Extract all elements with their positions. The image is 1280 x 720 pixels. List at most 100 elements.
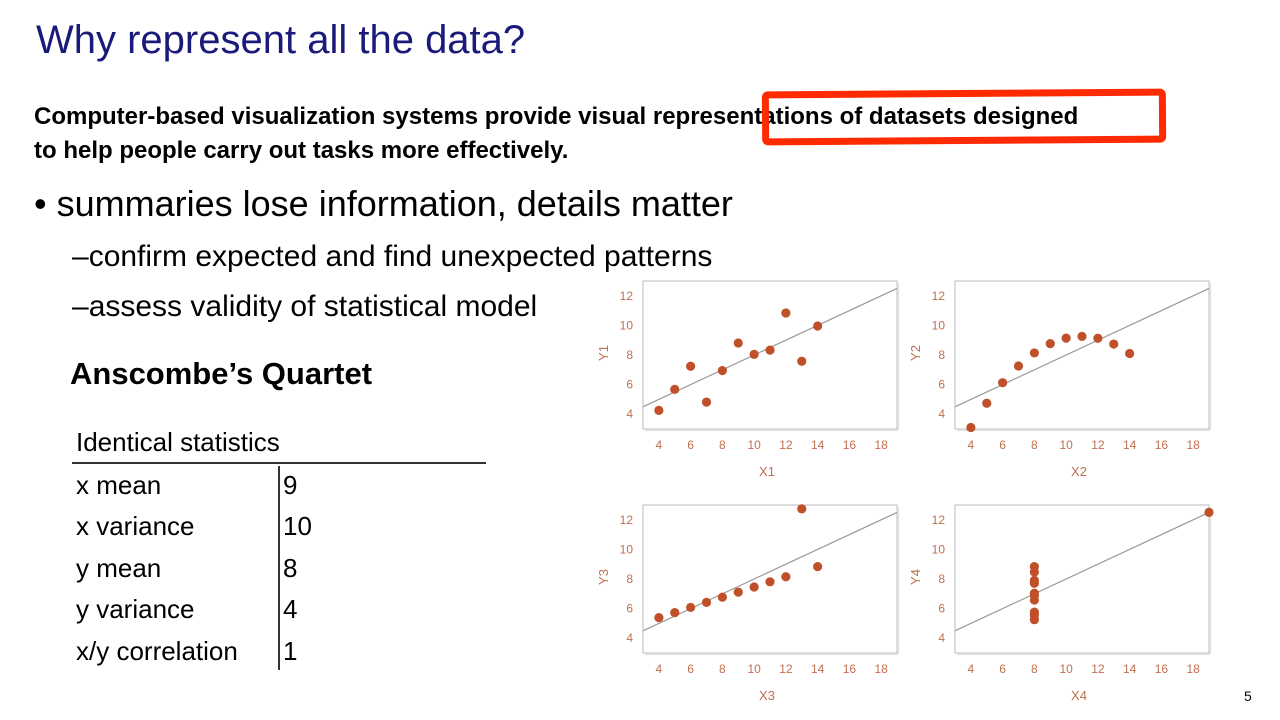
- y-tick-label: 8: [626, 348, 633, 362]
- data-point: [654, 613, 664, 623]
- y-tick-label: 4: [938, 407, 945, 421]
- y-tick-label: 12: [932, 513, 946, 527]
- data-point: [1029, 567, 1039, 577]
- x-tick-label: 8: [1031, 662, 1038, 676]
- slide-description: Computer-based visualization systems pro…: [34, 100, 1078, 168]
- y-tick-label: 8: [938, 572, 945, 586]
- x-tick-label: 4: [656, 662, 663, 676]
- data-point: [1093, 333, 1103, 343]
- data-point: [765, 577, 775, 587]
- data-point: [1125, 348, 1135, 359]
- x-tick-label: 16: [843, 662, 857, 676]
- page-number: 5: [1244, 688, 1252, 704]
- x-tick-label: 12: [779, 662, 793, 676]
- sub-bullet-text: assess validity of statistical model: [88, 290, 538, 323]
- scatter-panel-1: 4 6 8 10 12 14 16 18 4 6 8 10 12 X1 Y1: [596, 280, 899, 479]
- data-point: [781, 308, 791, 318]
- x-tick-label: 10: [1059, 438, 1073, 452]
- description-line-2: to help people carry out tasks more effe…: [34, 137, 569, 164]
- stat-value-y-mean: 8: [283, 553, 298, 583]
- stats-column-divider: [278, 466, 280, 670]
- bullet-dot: •: [34, 183, 47, 224]
- y-tick-label: 12: [620, 289, 634, 303]
- y-tick-label: 6: [626, 378, 633, 392]
- data-point: [797, 356, 807, 366]
- y-tick-label: 6: [938, 378, 945, 392]
- x-tick-label: 12: [1091, 662, 1105, 676]
- y-tick-label: 4: [938, 631, 945, 645]
- data-point: [1029, 590, 1039, 601]
- x-tick-label: 4: [656, 438, 663, 452]
- data-point: [1029, 348, 1039, 358]
- stats-header-rule: [72, 462, 486, 464]
- data-point: [797, 504, 807, 514]
- plot-frame: [954, 280, 1210, 430]
- x-tick-label: 8: [719, 662, 726, 676]
- y-tick-label: 4: [626, 407, 633, 421]
- x-tick-label: 10: [747, 662, 761, 676]
- data-point: [701, 397, 712, 407]
- x-tick-label: 4: [968, 438, 975, 452]
- y-tick-label: 10: [620, 318, 634, 332]
- y-axis-label: Y4: [908, 569, 923, 585]
- x-tick-label: 18: [1186, 662, 1200, 676]
- x-tick-label: 14: [811, 662, 825, 676]
- regression-line: [954, 511, 1210, 632]
- data-point: [1013, 361, 1024, 371]
- scatter-panel-2: 4 6 8 10 12 14 16 18 4 6 8 10 12 X2 Y2: [908, 280, 1211, 479]
- stat-value-y-variance: 4: [283, 594, 298, 624]
- stat-label-x-variance: x variance: [76, 511, 195, 541]
- x-tick-label: 12: [1091, 438, 1105, 452]
- data-point: [717, 365, 727, 376]
- data-point: [733, 338, 743, 348]
- y-tick-label: 10: [620, 542, 634, 556]
- data-point: [1061, 333, 1071, 343]
- y-tick-label: 10: [932, 318, 946, 332]
- y-axis-label: Y2: [908, 345, 923, 361]
- bullet-text: summaries lose information, details matt…: [56, 183, 733, 224]
- x-axis-label: X3: [759, 688, 775, 703]
- sub-bullet-validity: –assess validity of statistical model: [72, 290, 537, 324]
- sub-bullet-dash: –: [72, 290, 89, 323]
- data-point: [686, 361, 696, 371]
- x-tick-label: 16: [1155, 662, 1169, 676]
- x-tick-label: 16: [1155, 438, 1169, 452]
- data-point: [686, 602, 696, 613]
- stat-label-y-mean: y mean: [76, 553, 162, 583]
- stat-label-y-variance: y variance: [76, 594, 195, 624]
- bullet-summaries: • summaries lose information, details ma…: [34, 183, 733, 225]
- quartet-title: Anscombe’s Quartet: [70, 356, 373, 391]
- data-point: [1109, 339, 1119, 349]
- scatter-panel-3: 4 6 8 10 12 14 16 18 4 6 8 10 12 X3 Y3: [596, 504, 899, 703]
- x-tick-label: 14: [1123, 438, 1137, 452]
- stat-value-xy-correlation: 1: [283, 636, 298, 666]
- stat-value-x-mean: 9: [283, 470, 298, 500]
- y-tick-label: 10: [932, 542, 946, 556]
- stat-label-xy-correlation: x/y correlation: [76, 636, 238, 666]
- x-tick-label: 10: [747, 438, 761, 452]
- regression-line: [954, 287, 1210, 408]
- x-tick-label: 4: [968, 662, 975, 676]
- x-tick-label: 18: [874, 438, 888, 452]
- data-point: [813, 321, 823, 331]
- data-point: [1029, 610, 1039, 620]
- data-point: [982, 398, 992, 408]
- x-axis-label: X1: [759, 464, 775, 479]
- stats-header: Identical statistics: [76, 427, 280, 457]
- x-axis-label: X4: [1071, 688, 1087, 703]
- data-point: [749, 349, 759, 360]
- data-point: [717, 592, 727, 602]
- sub-bullet-patterns: –confirm expected and find unexpected pa…: [72, 240, 712, 274]
- highlight-box: [761, 88, 1167, 146]
- data-point: [781, 572, 791, 582]
- y-tick-label: 8: [938, 348, 945, 362]
- x-tick-label: 6: [999, 662, 1006, 676]
- data-point: [1204, 507, 1214, 517]
- scatter-panel-4: 4 6 8 10 12 14 16 18 4 6 8 10 12 X4 Y4: [908, 504, 1214, 703]
- x-tick-label: 10: [1059, 662, 1073, 676]
- x-tick-label: 8: [719, 438, 726, 452]
- data-point: [733, 587, 743, 597]
- data-point: [701, 597, 712, 607]
- x-tick-label: 14: [811, 438, 825, 452]
- data-point: [670, 384, 680, 394]
